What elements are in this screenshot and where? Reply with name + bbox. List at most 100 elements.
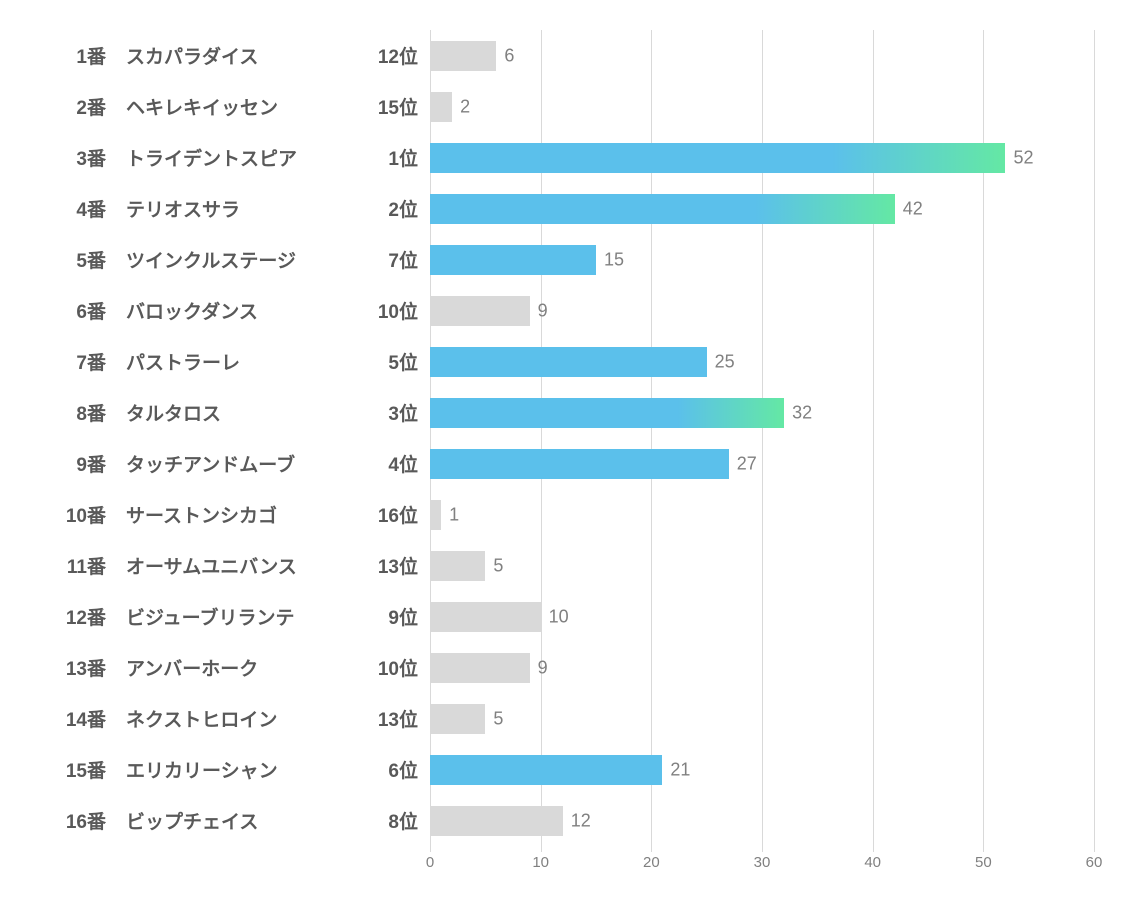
tick-label: 20 <box>643 854 660 871</box>
x-axis: 0102030405060 <box>40 850 1094 880</box>
gridline <box>541 30 542 81</box>
entry-number: 10番 <box>40 501 110 528</box>
gridline <box>762 234 763 285</box>
gridline <box>873 795 874 846</box>
gridline <box>1094 81 1095 132</box>
gridline <box>983 387 984 438</box>
entry-number: 3番 <box>40 144 110 171</box>
bar: 15 <box>430 245 596 275</box>
table-row: 12番ビジューブリランテ9位10 <box>40 591 1094 642</box>
table-row: 15番エリカリーシャン6位21 <box>40 744 1094 795</box>
gridline <box>1094 489 1095 540</box>
bar: 10 <box>430 602 541 632</box>
gridline <box>762 336 763 387</box>
bar-value-label: 9 <box>538 300 548 321</box>
tick-mark <box>873 846 874 852</box>
bar-plot-cell: 12 <box>430 795 1094 846</box>
entry-number: 8番 <box>40 399 110 426</box>
entry-name: ビジューブリランテ <box>110 603 340 630</box>
table-row: 1番スカパラダイス12位6 <box>40 30 1094 81</box>
bar: 42 <box>430 194 895 224</box>
bar: 9 <box>430 653 530 683</box>
gridline <box>1094 591 1095 642</box>
bar-plot-cell: 42 <box>430 183 1094 234</box>
entry-name: テリオスサラ <box>110 195 340 222</box>
gridline <box>541 693 542 744</box>
gridline <box>873 744 874 795</box>
gridline <box>983 693 984 744</box>
bar: 9 <box>430 296 530 326</box>
entry-number: 13番 <box>40 654 110 681</box>
entry-rank: 5位 <box>340 348 430 375</box>
tick-label: 30 <box>754 854 771 871</box>
bar-plot-cell: 9 <box>430 285 1094 336</box>
bar-plot-cell: 21 <box>430 744 1094 795</box>
bar: 1 <box>430 500 441 530</box>
gridline <box>1094 336 1095 387</box>
gridline <box>983 285 984 336</box>
table-row: 5番ツインクルステージ7位15 <box>40 234 1094 285</box>
gridline <box>1094 438 1095 489</box>
bar-plot-cell: 1 <box>430 489 1094 540</box>
entry-name: アンバーホーク <box>110 654 340 681</box>
bar: 2 <box>430 92 452 122</box>
bar-value-label: 42 <box>903 198 923 219</box>
table-row: 9番タッチアンドムーブ4位27 <box>40 438 1094 489</box>
gridline <box>651 642 652 693</box>
entry-rank: 13位 <box>340 705 430 732</box>
tick-label: 60 <box>1086 854 1103 871</box>
entry-name: ヘキレキイッセン <box>110 93 340 120</box>
gridline <box>983 540 984 591</box>
gridline <box>983 30 984 81</box>
bar-plot-cell: 32 <box>430 387 1094 438</box>
entry-rank: 4位 <box>340 450 430 477</box>
gridline <box>762 744 763 795</box>
table-row: 10番サーストンシカゴ16位1 <box>40 489 1094 540</box>
table-row: 2番ヘキレキイッセン15位2 <box>40 81 1094 132</box>
ranking-bar-chart: 1番スカパラダイス12位62番ヘキレキイッセン15位23番トライデントスピア1位… <box>40 30 1094 880</box>
bar-value-label: 9 <box>538 657 548 678</box>
bar-plot-cell: 25 <box>430 336 1094 387</box>
entry-name: トライデントスピア <box>110 144 340 171</box>
gridline <box>762 591 763 642</box>
entry-number: 11番 <box>40 552 110 579</box>
bar-value-label: 15 <box>604 249 624 270</box>
bar: 52 <box>430 143 1005 173</box>
gridline <box>762 693 763 744</box>
gridline <box>541 540 542 591</box>
gridline <box>983 81 984 132</box>
gridline <box>762 81 763 132</box>
bar-plot-cell: 52 <box>430 132 1094 183</box>
gridline <box>1094 540 1095 591</box>
gridline <box>651 693 652 744</box>
bar: 5 <box>430 704 485 734</box>
entry-rank: 12位 <box>340 42 430 69</box>
entry-rank: 2位 <box>340 195 430 222</box>
gridline <box>1094 744 1095 795</box>
entry-rank: 10位 <box>340 297 430 324</box>
gridline <box>1094 30 1095 81</box>
entry-rank: 7位 <box>340 246 430 273</box>
entry-name: ツインクルステージ <box>110 246 340 273</box>
entry-rank: 8位 <box>340 807 430 834</box>
gridline <box>1094 285 1095 336</box>
gridline <box>873 693 874 744</box>
bar-value-label: 10 <box>549 606 569 627</box>
gridline <box>651 285 652 336</box>
table-row: 16番ビップチェイス8位12 <box>40 795 1094 846</box>
bar: 12 <box>430 806 563 836</box>
tick-mark <box>651 846 652 852</box>
entry-number: 5番 <box>40 246 110 273</box>
bar: 27 <box>430 449 729 479</box>
gridline <box>651 30 652 81</box>
tick-label: 40 <box>864 854 881 871</box>
bar-value-label: 52 <box>1013 147 1033 168</box>
bar: 5 <box>430 551 485 581</box>
gridline <box>983 795 984 846</box>
gridline <box>651 795 652 846</box>
bar-value-label: 6 <box>504 45 514 66</box>
table-row: 14番ネクストヒロイン13位5 <box>40 693 1094 744</box>
bar-plot-cell: 2 <box>430 81 1094 132</box>
gridline <box>1094 132 1095 183</box>
gridline <box>541 591 542 642</box>
